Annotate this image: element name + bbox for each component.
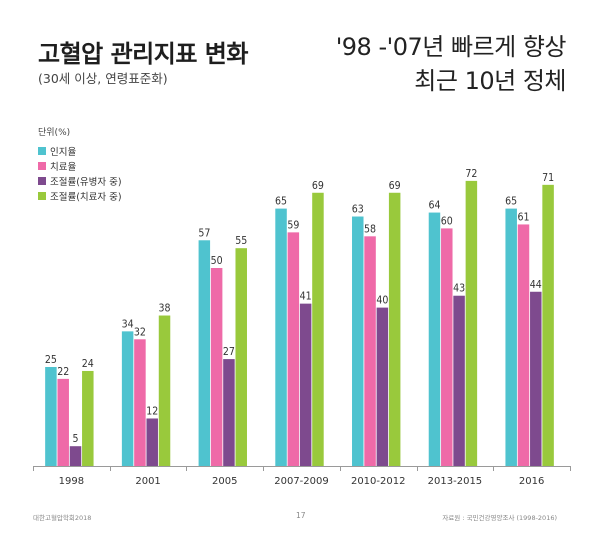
bar-3 [223,359,235,466]
legend-swatch [38,161,46,170]
bar-3 [453,295,465,466]
data-label: 61 [517,211,529,223]
bar-3 [530,291,542,466]
bar-4 [312,192,324,466]
bar-1 [352,216,364,466]
bar-3 [376,307,389,466]
data-label: 22 [57,366,69,378]
unit-label: 단위(%) [38,128,71,138]
data-label: 50 [211,255,223,267]
footer-source: 자료원 : 국민건강영양조사 (1998-2016) [442,514,557,522]
bar-1 [198,240,211,466]
data-label: 57 [198,227,210,239]
data-label: 32 [134,326,146,338]
data-label: 44 [530,279,542,291]
data-label: 34 [122,318,134,330]
bar-4 [82,370,94,466]
bar-4 [388,192,401,466]
data-label: 55 [235,235,247,247]
headline-line-1: '98 -'07년 빠르게 향상 [335,33,567,61]
page-number: 17 [296,511,306,520]
data-label: 43 [453,283,465,295]
bar-3 [299,303,312,466]
headline-line-2: 최근 10년 정체 [414,67,566,95]
bar-1 [121,331,134,466]
bar-2 [287,232,300,466]
data-label: 38 [159,303,171,315]
bar-2 [364,236,376,466]
data-label: 64 [428,200,440,212]
data-label: 69 [389,180,401,192]
page-title: 고혈압 관리지표 변화 [38,40,248,68]
chart-legend: 인지율 치료율 조절률(유병자 중) 조절률(치료자 중) [38,143,122,203]
legend-label: 조절률(유병자 중) [50,176,122,188]
x-tick-label: 2016 [519,476,544,487]
legend-item: 치료율 [38,158,122,173]
data-label: 40 [376,295,388,307]
data-label: 58 [364,223,376,235]
bar-4 [465,180,478,466]
legend-item: 조절률(치료자 중) [38,188,122,203]
bar-1 [45,367,57,466]
legend-swatch [38,146,46,155]
bar-2 [57,378,69,466]
x-tick-label: 2013-2015 [428,476,483,487]
bar-1 [505,208,517,466]
x-tick-label: 2001 [135,476,160,487]
data-label: 12 [146,405,158,417]
legend-label: 조절률(치료자 중) [50,191,122,203]
bar-2 [441,228,453,466]
data-label: 24 [82,358,94,370]
data-label: 59 [287,219,299,231]
legend-swatch [38,176,46,185]
bar-2 [517,224,530,466]
data-label: 65 [275,196,287,208]
bar-1 [428,212,441,466]
x-tick-label: 2010-2012 [351,476,406,487]
legend-swatch [38,191,46,200]
bar-4 [542,184,554,466]
legend-label: 인지율 [50,146,77,158]
data-label: 60 [441,215,453,227]
bar-3 [146,418,158,466]
bar-1 [275,208,287,466]
bar-4 [235,248,247,466]
data-label: 71 [542,172,554,184]
data-label: 25 [45,354,57,366]
data-label: 5 [72,433,78,445]
x-tick-label: 2007-2009 [274,476,329,487]
bar-2 [210,268,223,466]
data-label: 65 [505,196,517,208]
bar-3 [69,446,82,466]
page-subtitle: (30세 이상, 연령표준화) [38,71,168,86]
data-label: 69 [312,180,324,192]
data-label: 63 [352,204,364,216]
bar-4 [158,315,171,466]
data-label: 41 [300,291,312,303]
legend-item: 인지율 [38,143,122,158]
x-tick-label: 1998 [59,476,84,487]
bar-2 [134,339,146,466]
data-label: 72 [465,168,477,180]
footer-publisher: 대한고혈압학회2018 [33,514,92,522]
data-label: 27 [223,346,235,358]
x-tick-label: 2005 [212,476,237,487]
legend-item: 조절률(유병자 중) [38,173,122,188]
headline: '98 -'07년 빠르게 향상 최근 10년 정체 [335,30,567,98]
legend-label: 치료율 [50,161,77,173]
